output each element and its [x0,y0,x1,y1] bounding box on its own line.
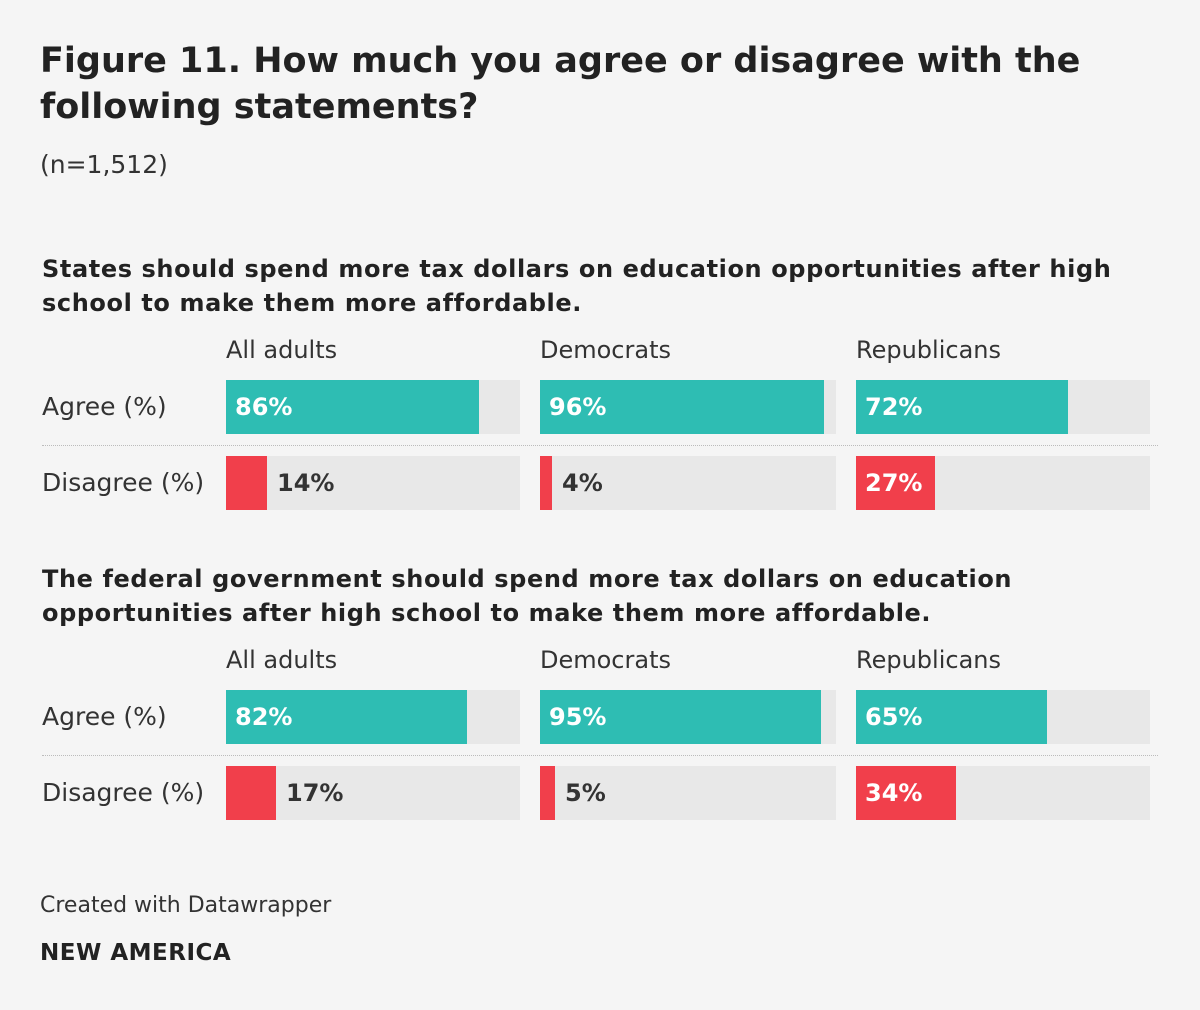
new-america-logo: NEW AMERICA [40,940,232,966]
disagree-bar [540,456,552,510]
agree-bar [540,690,821,744]
agree-bar [226,380,479,434]
data-label: 72% [865,393,923,421]
data-label: 17% [286,779,344,807]
agree-bar [540,380,824,434]
bar-track: 27% [856,456,1150,510]
data-label: 14% [277,469,335,497]
row-label: Agree (%) [42,702,167,731]
bar-track: 4% [540,456,836,510]
column-header: All adults [226,336,338,364]
statement-text: States should spend more tax dollars on … [42,255,1112,317]
row-label: Agree (%) [42,392,167,421]
column-header: Republicans [856,336,1001,364]
data-label: 4% [562,469,603,497]
agree-bar [856,380,1068,434]
bar-track: 72% [856,380,1150,434]
row-separator [42,755,1158,756]
chart-title: Figure 11. How much you agree or disagre… [40,41,1081,127]
bar-track: 17% [226,766,520,820]
disagree-bar [856,456,935,510]
row-label: Disagree (%) [42,778,205,807]
agree-bar [226,690,467,744]
data-label: 86% [235,393,293,421]
bar-track: 82% [226,690,520,744]
data-label: 5% [565,779,606,807]
datawrapper-credit: Created with Datawrapper [40,893,332,918]
bar-track: 5% [540,766,836,820]
column-header: Democrats [540,336,671,364]
bar-track: 95% [540,690,836,744]
bar-track: 86% [226,380,520,434]
disagree-bar [856,766,956,820]
column-header: Republicans [856,646,1001,674]
column-header: All adults [226,646,338,674]
data-label: 95% [549,703,607,731]
data-label: 27% [865,469,923,497]
row-label: Disagree (%) [42,468,205,497]
data-label: 82% [235,703,293,731]
statement-text: The federal government should spend more… [42,565,1013,627]
disagree-bar [540,766,555,820]
data-label: 65% [865,703,923,731]
column-header: Democrats [540,646,671,674]
disagree-bar [226,766,276,820]
row-separator [42,445,1158,446]
agree-bar [856,690,1047,744]
data-label: 34% [865,779,923,807]
chart-subtitle: (n=1,512) [40,150,168,179]
bar-track: 65% [856,690,1150,744]
disagree-bar [226,456,267,510]
bar-track: 34% [856,766,1150,820]
bar-track: 14% [226,456,520,510]
bar-track: 96% [540,380,836,434]
data-label: 96% [549,393,607,421]
